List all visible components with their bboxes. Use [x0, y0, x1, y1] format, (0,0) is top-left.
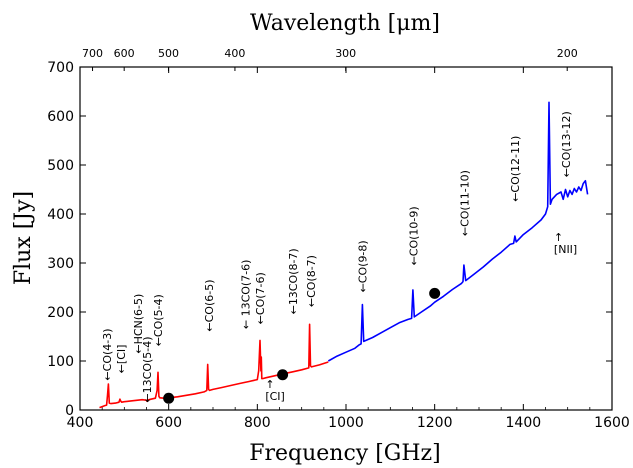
line-annotation: ←CO(12-11) [509, 136, 522, 202]
top-axis-title: Wavelength [μm] [250, 11, 440, 36]
line-annotation: [NII] [554, 243, 577, 256]
y-tick-label: 200 [47, 305, 74, 321]
y-tick-label: 0 [65, 403, 74, 419]
y-tick-label: 700 [47, 60, 74, 76]
top-tick-label: 400 [224, 47, 245, 60]
annotation-arrow: ↑ [265, 378, 274, 391]
line-annotation: ←CO(6-5) [203, 279, 216, 331]
line-annotation: ←CO(7-6) [254, 272, 267, 324]
x-tick-label: 1000 [328, 415, 364, 431]
y-tick-label: 100 [47, 354, 74, 370]
y-tick-label: 600 [47, 109, 74, 125]
data-point [277, 369, 289, 381]
annotation-arrow: ↑ [554, 231, 563, 244]
line-annotation: ←13CO(5-4) [141, 336, 154, 402]
x-tick-label: 600 [155, 415, 182, 431]
series-line-1 [99, 323, 329, 409]
top-tick-label: 700 [82, 47, 103, 60]
y-tick-label: 500 [47, 158, 74, 174]
line-annotation: ←CO(9-8) [356, 240, 369, 292]
line-annotation: ←[CI] [115, 345, 128, 374]
x-tick-label: 400 [67, 415, 94, 431]
x-axis-title: Frequency [GHz] [249, 441, 441, 466]
plot-frame [79, 66, 613, 411]
y-tick-label: 400 [47, 207, 74, 223]
line-annotation: ←CO(5-4) [152, 294, 165, 346]
x-tick-label: 1600 [594, 415, 630, 431]
series-line-2 [327, 101, 589, 362]
y-axis-title: Flux [Jy] [11, 191, 36, 285]
line-annotation: ←CO(4-3) [101, 328, 114, 380]
data-point [163, 392, 175, 404]
x-tick-label: 1400 [506, 415, 542, 431]
data-point [429, 287, 441, 299]
line-annotation: [CI] [265, 390, 285, 403]
line-annotation: ←CO(8-7) [305, 255, 318, 307]
line-annotation: ←CO(11-10) [458, 170, 471, 236]
x-tick-label: 1200 [417, 415, 453, 431]
y-tick-label: 300 [47, 256, 74, 272]
line-annotation: ←CO(10-9) [407, 206, 420, 265]
line-annotation: ←HCN(6-5) [132, 294, 145, 354]
x-tick-label: 800 [244, 415, 271, 431]
line-annotation: ← 13CO(7-6) [239, 260, 252, 330]
top-tick-label: 500 [158, 47, 179, 60]
top-tick-label: 600 [114, 47, 135, 60]
line-annotation: ←CO(13-12) [560, 111, 573, 177]
top-tick-label: 300 [335, 47, 356, 60]
top-tick-label: 200 [557, 47, 578, 60]
line-annotation: ←13CO(8-7) [287, 248, 300, 314]
